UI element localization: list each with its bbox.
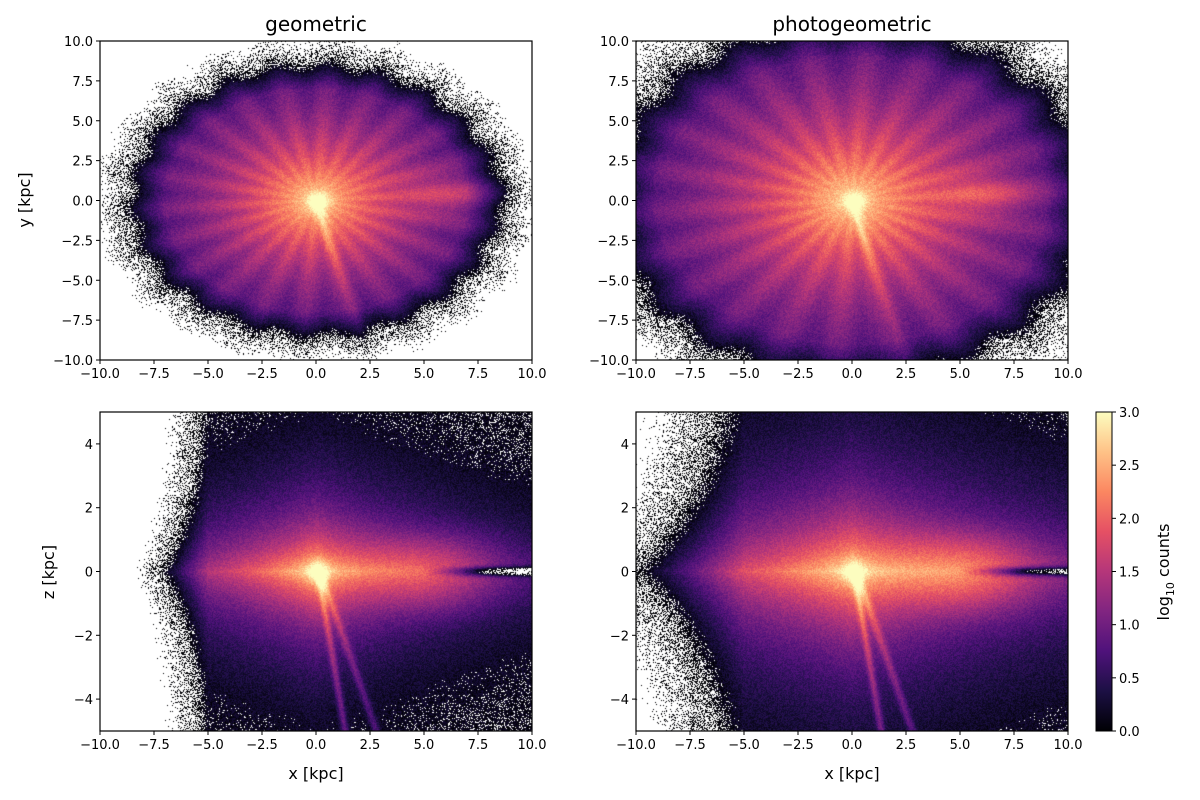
x-tick-label: −7.5 (138, 738, 170, 753)
y-ticks: −4 −2 0 2 4 (610, 438, 636, 708)
panel-title: geometric (265, 12, 367, 36)
colorbar: 0.0 0.5 1.0 1.5 2.0 2.5 3.0 log10 counts (1095, 406, 1177, 740)
y-tick-label: 0 (85, 566, 93, 581)
x-tick-label: 7.5 (1004, 367, 1025, 382)
y-tick-label: −4 (74, 693, 93, 708)
y-tick-label: 0.0 (608, 195, 629, 210)
x-tick-label: −10.0 (80, 738, 120, 753)
y-ticks: −10.0 −7.5 −5.0 −2.5 0.0 2.5 5.0 7.5 10.0 (589, 35, 636, 369)
panel-geometric-xz: −10.0 −7.5 −5.0 −2.5 0.0 2.5 5.0 7.5 10.0 −4 −2 0 2… (39, 411, 546, 783)
y-axis-label: z [kpc] (39, 545, 58, 599)
x-tick-label: 0.0 (306, 367, 327, 382)
y-tick-label: −2.5 (61, 234, 93, 249)
x-tick-label: 10.0 (518, 738, 547, 753)
x-tick-label: 2.5 (360, 738, 381, 753)
x-axis-label: x [kpc] (288, 764, 343, 783)
y-tick-label: −4 (610, 693, 629, 708)
x-tick-label: −5.0 (728, 738, 760, 753)
heatmap-image (100, 412, 532, 731)
colorbar-tick-label: 3.0 (1119, 406, 1140, 421)
y-tick-label: −10.0 (589, 354, 629, 369)
x-tick-label: 0.0 (842, 367, 863, 382)
x-tick-label: −10.0 (616, 738, 656, 753)
x-tick-label: 5.0 (414, 367, 435, 382)
y-tick-label: 0.0 (72, 195, 93, 210)
x-tick-label: −10.0 (616, 367, 656, 382)
y-tick-label: 0 (621, 566, 629, 581)
x-tick-label: −2.5 (246, 367, 278, 382)
x-tick-label: −5.0 (192, 367, 224, 382)
x-tick-label: 0.0 (306, 738, 327, 753)
x-axis-label: x [kpc] (824, 764, 879, 783)
x-tick-label: −7.5 (674, 367, 706, 382)
colorbar-ticks: 0.0 0.5 1.0 1.5 2.0 2.5 3.0 (1112, 406, 1140, 740)
x-tick-label: 2.5 (360, 367, 381, 382)
x-tick-label: −2.5 (782, 738, 814, 753)
y-tick-label: 7.5 (72, 75, 93, 90)
colorbar-tick-label: 2.5 (1119, 459, 1140, 474)
x-tick-label: 5.0 (950, 738, 971, 753)
y-tick-label: −7.5 (597, 314, 629, 329)
y-tick-label: 2.5 (72, 155, 93, 170)
y-ticks: −4 −2 0 2 4 (74, 438, 100, 708)
x-ticks: −10.0 −7.5 −5.0 −2.5 0.0 2.5 5.0 7.5 10.0 (616, 360, 1082, 382)
x-tick-label: 7.5 (1004, 738, 1025, 753)
y-tick-label: 2.5 (608, 155, 629, 170)
x-tick-label: 7.5 (468, 738, 489, 753)
x-ticks: −10.0 −7.5 −5.0 −2.5 0.0 2.5 5.0 7.5 10.0 (80, 360, 546, 382)
x-tick-label: 10.0 (518, 367, 547, 382)
x-tick-label: −2.5 (782, 367, 814, 382)
y-tick-label: −10.0 (53, 354, 93, 369)
colorbar-tick-label: 0.0 (1119, 725, 1140, 740)
heatmap-image (100, 41, 532, 360)
y-tick-label: 10.0 (64, 35, 93, 50)
x-tick-label: 0.0 (842, 738, 863, 753)
y-tick-label: −2 (74, 629, 93, 644)
x-ticks: −10.0 −7.5 −5.0 −2.5 0.0 2.5 5.0 7.5 10.0 (80, 731, 546, 753)
y-tick-label: −5.0 (61, 274, 93, 289)
y-tick-label: 4 (85, 438, 93, 453)
x-tick-label: −2.5 (246, 738, 278, 753)
heatmap-image (636, 41, 1068, 360)
y-tick-label: −2.5 (597, 234, 629, 249)
y-tick-label: 2 (85, 502, 93, 517)
colorbar-label: log10 counts (1154, 524, 1177, 621)
colorbar-tick-label: 1.0 (1119, 619, 1140, 634)
x-tick-label: −5.0 (192, 738, 224, 753)
x-tick-label: 5.0 (414, 738, 435, 753)
y-axis-label: y [kpc] (15, 172, 34, 227)
y-tick-label: −7.5 (61, 314, 93, 329)
panel-photogeometric-xz: −10.0 −7.5 −5.0 −2.5 0.0 2.5 5.0 7.5 10.0 −4 −2 0 2… (610, 411, 1082, 783)
x-tick-label: −7.5 (674, 738, 706, 753)
heatmap-image (636, 412, 1068, 731)
panel-geometric-xy: geometric −10.0 −7.5 −5.0 −2.5 0.0 2.5 5.0 7.5 1… (15, 12, 546, 382)
y-tick-label: 2 (621, 502, 629, 517)
y-tick-label: 5.0 (608, 115, 629, 130)
x-tick-label: 2.5 (896, 738, 917, 753)
y-tick-label: 7.5 (608, 75, 629, 90)
colorbar-tick-label: 0.5 (1119, 672, 1140, 687)
x-tick-label: −10.0 (80, 367, 120, 382)
y-tick-label: 10.0 (600, 35, 629, 50)
y-tick-label: 5.0 (72, 115, 93, 130)
panel-title: photogeometric (772, 12, 931, 36)
colorbar-gradient (1095, 411, 1113, 732)
y-tick-label: 4 (621, 438, 629, 453)
x-tick-label: 7.5 (468, 367, 489, 382)
x-tick-label: −7.5 (138, 367, 170, 382)
x-ticks: −10.0 −7.5 −5.0 −2.5 0.0 2.5 5.0 7.5 10.0 (616, 731, 1082, 753)
y-tick-label: −5.0 (597, 274, 629, 289)
colorbar-tick-label: 1.5 (1119, 566, 1140, 581)
x-tick-label: 10.0 (1054, 367, 1083, 382)
x-tick-label: −5.0 (728, 367, 760, 382)
x-tick-label: 10.0 (1054, 738, 1083, 753)
y-tick-label: −2 (610, 629, 629, 644)
x-tick-label: 2.5 (896, 367, 917, 382)
panel-photogeometric-xy: photogeometric −10.0 −7.5 −5.0 −2.5 0.0 2.5 5.… (589, 12, 1082, 382)
x-tick-label: 5.0 (950, 367, 971, 382)
y-ticks: −10.0 −7.5 −5.0 −2.5 0.0 2.5 5.0 7.5 10.0 (53, 35, 100, 369)
colorbar-tick-label: 2.0 (1119, 512, 1140, 527)
